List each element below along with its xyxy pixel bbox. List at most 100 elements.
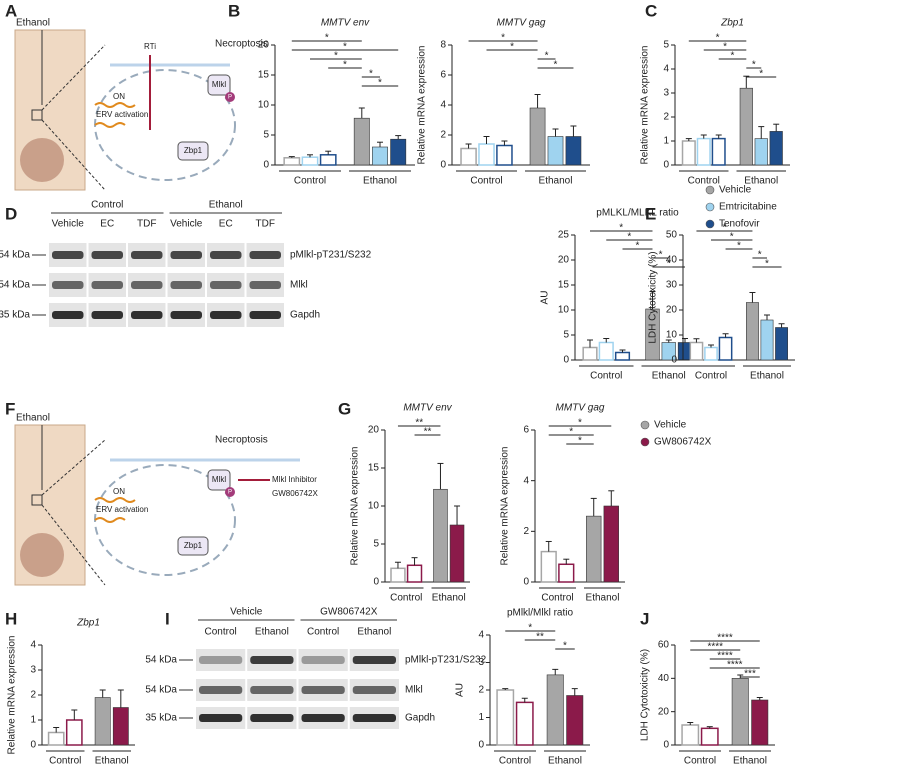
legend-marker: [640, 437, 650, 447]
panel-letter: B: [228, 1, 240, 20]
x-tick-label: Control: [499, 756, 531, 767]
bar: [582, 346, 598, 361]
blot-size: 54 kDa: [145, 685, 177, 696]
y-tick-label: 3: [663, 88, 669, 99]
y-axis-label: AU: [540, 291, 551, 305]
x-tick-label: Ethanol: [750, 371, 784, 382]
bar: [515, 701, 534, 746]
x-tick-label: Control: [470, 176, 502, 187]
schematic-f: Ethanol Necroptosis ON ERV activation Zb…: [14, 413, 318, 586]
dna: [94, 497, 136, 503]
bar: [603, 505, 619, 583]
y-tick-label: 3: [478, 657, 484, 668]
y-tick-label: 10: [558, 305, 570, 316]
blot-lane: TDF: [256, 219, 275, 230]
significance-label: *: [343, 42, 347, 53]
blot-band: [52, 251, 84, 259]
significance-label: *: [578, 436, 582, 447]
y-tick-label: 4: [478, 630, 484, 641]
bar: [390, 567, 406, 583]
bar: [406, 564, 423, 583]
blot-band: [250, 656, 294, 664]
significance-label: *: [723, 42, 727, 53]
blot-lane: Control: [307, 627, 339, 638]
blot-band: [249, 251, 281, 259]
chart-title: MMTV env: [403, 403, 452, 414]
blot-group: Control: [91, 200, 123, 211]
y-tick-label: 4: [440, 100, 446, 111]
bar: [739, 87, 753, 166]
blot-lane: EC: [100, 219, 114, 230]
mlkl-box: [207, 74, 231, 96]
blot-band: [210, 311, 242, 319]
blot-band: [91, 311, 123, 319]
zoom-line: [41, 439, 106, 496]
y-axis-label: Relative mRNA expression: [417, 46, 428, 165]
significance-label: *: [343, 60, 347, 71]
blot-band: [352, 714, 396, 722]
panel-letter: D: [5, 204, 17, 223]
y-tick-label: 0: [663, 160, 669, 171]
y-tick-label: 4: [663, 64, 669, 75]
blot-band-label: Gapdh: [405, 713, 435, 724]
y-tick-label: 1: [663, 136, 669, 147]
blot-band: [170, 281, 202, 289]
bar: [769, 131, 783, 166]
label: P: [228, 490, 232, 496]
bar: [760, 319, 774, 361]
schematic-a: Ethanol RTi Necroptosis ON ERV activatio…: [14, 18, 268, 191]
bar: [496, 144, 513, 166]
x-tick-label: Ethanol: [432, 593, 466, 604]
significance-label: *: [545, 51, 549, 62]
y-tick-label: 40: [666, 255, 678, 266]
blot-group: Ethanol: [209, 200, 243, 211]
significance-label: *: [334, 51, 338, 62]
significance-label: ****: [717, 651, 733, 662]
y-tick-label: 20: [368, 425, 380, 436]
blot-band-label: Mlkl: [405, 685, 423, 696]
legend-marker: [640, 420, 650, 430]
y-tick-label: 10: [368, 501, 380, 512]
bar: [696, 137, 711, 166]
nucleus: [20, 533, 64, 577]
blot-strip: [298, 649, 348, 671]
significance-label: *: [563, 641, 567, 652]
y-tick-label: 0: [663, 740, 669, 751]
blot-band-label: pMlkl-pT231/S232: [290, 250, 372, 261]
label: Ethanol: [16, 18, 50, 29]
bar: [566, 695, 584, 746]
phospho: [225, 487, 235, 497]
bar: [689, 341, 704, 361]
y-tick-label: 1: [478, 712, 484, 723]
blot-band: [249, 311, 281, 319]
y-tick-label: 2: [523, 526, 529, 537]
legend-marker: [705, 202, 715, 212]
label: Mlkl Inhibitor: [272, 475, 317, 484]
blot-band: [301, 714, 345, 722]
x-tick-label: Ethanol: [652, 371, 686, 382]
y-tick-label: 20: [666, 305, 678, 316]
y-tick-label: 6: [440, 70, 446, 81]
y-axis-label: Relative mRNA expression: [640, 46, 651, 165]
x-tick-label: Control: [590, 371, 622, 382]
chart-title: MMTV gag: [556, 403, 605, 414]
label: GW806742X: [272, 489, 318, 498]
bar: [718, 336, 733, 361]
bar: [433, 488, 448, 583]
blot-band: [352, 656, 396, 664]
y-axis-label: Relative mRNA expression: [500, 447, 511, 566]
bar: [546, 674, 564, 746]
mlkl-box: [207, 469, 231, 491]
phospho: [225, 92, 235, 102]
blot-group: Vehicle: [230, 607, 263, 618]
blot-band: [249, 281, 281, 289]
x-tick-label: Ethanol: [744, 176, 778, 187]
bar: [746, 302, 759, 361]
significance-label: *: [731, 51, 735, 62]
panel-letter: G: [338, 399, 351, 418]
nucleus: [20, 138, 64, 182]
x-tick-label: Control: [390, 593, 422, 604]
bar: [614, 351, 631, 361]
blot-lane: Vehicle: [52, 219, 85, 230]
label: ERV activation: [96, 505, 148, 514]
